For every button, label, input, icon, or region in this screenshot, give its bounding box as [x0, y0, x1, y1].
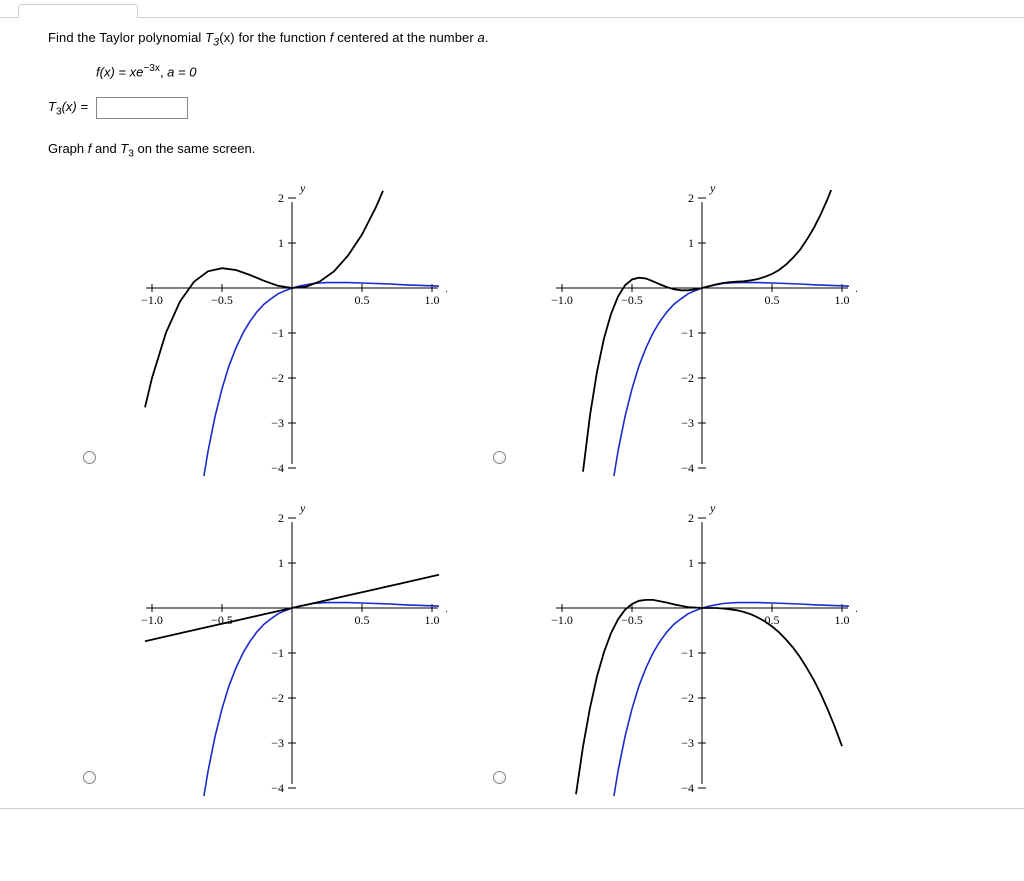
svg-text:−3: −3: [681, 736, 694, 750]
svg-text:y: y: [709, 181, 716, 195]
svg-text:0.5: 0.5: [355, 293, 370, 307]
svg-text:−1.0: −1.0: [551, 613, 573, 627]
fn-cond: a = 0: [167, 64, 196, 79]
svg-text:y: y: [299, 181, 306, 195]
svg-text:1: 1: [278, 236, 284, 250]
svg-text:−4: −4: [681, 461, 694, 475]
chart-cell-3: −1.0−0.50.51.0−4−3−2−112xy: [78, 488, 478, 798]
option-radio-2[interactable]: [493, 451, 506, 464]
fn-exp: −3x: [143, 63, 160, 74]
answer-input[interactable]: [96, 97, 188, 119]
svg-text:0.5: 0.5: [765, 613, 780, 627]
chart-cell-4: −1.0 −0.5 0.5 1.0 −4 −3 −2 −1 1 2 x y: [488, 488, 888, 798]
prompt-part-c: centered at the number: [337, 30, 477, 45]
svg-text:1: 1: [688, 556, 694, 570]
prompt-a: a: [478, 30, 485, 45]
answer-T: T: [48, 99, 56, 114]
tab-stub: [18, 4, 138, 18]
gp-f: f: [88, 141, 95, 156]
content-area: Find the Taylor polynomial T3(x) for the…: [0, 30, 1024, 798]
svg-text:1.0: 1.0: [425, 613, 440, 627]
function-definition: f(x) = xe−3x, a = 0: [96, 63, 1024, 79]
chart-2: −1.0 −0.5 0.5 1.0 −4 −3 −2 −1 1 2 x y: [517, 178, 857, 478]
prompt-T: T: [205, 30, 213, 45]
prompt-part-b: (x) for the function: [219, 30, 329, 45]
svg-text:−2: −2: [681, 691, 694, 705]
top-divider: [0, 10, 1024, 18]
svg-text:y: y: [299, 501, 306, 515]
chart-3: −1.0−0.50.51.0−4−3−2−112xy: [107, 498, 447, 798]
svg-text:−3: −3: [271, 736, 284, 750]
svg-text:2: 2: [278, 191, 284, 205]
svg-text:1.0: 1.0: [425, 293, 440, 307]
svg-text:x: x: [855, 601, 857, 615]
svg-text:−3: −3: [271, 416, 284, 430]
svg-text:2: 2: [278, 511, 284, 525]
svg-text:0.5: 0.5: [355, 613, 370, 627]
prompt-text: Find the Taylor polynomial T3(x) for the…: [48, 30, 1024, 49]
svg-text:1.0: 1.0: [835, 613, 850, 627]
question-page: Find the Taylor polynomial T3(x) for the…: [0, 0, 1024, 809]
chart-4: −1.0 −0.5 0.5 1.0 −4 −3 −2 −1 1 2 x y: [517, 498, 857, 798]
svg-text:y: y: [709, 501, 716, 515]
svg-text:−3: −3: [681, 416, 694, 430]
answer-row: T3(x) =: [48, 97, 1024, 119]
svg-text:−2: −2: [271, 691, 284, 705]
svg-text:−0.5: −0.5: [211, 293, 233, 307]
gp-a: Graph: [48, 141, 88, 156]
svg-text:−4: −4: [271, 461, 284, 475]
svg-text:−1: −1: [271, 646, 284, 660]
answer-label: T3(x) =: [48, 99, 88, 118]
svg-text:2: 2: [688, 511, 694, 525]
chart-1: −1.0 −0.5 0.5 1.0 −4 −3 −2 −1 1 2 x y: [107, 178, 447, 478]
chart-cell-1: −1.0 −0.5 0.5 1.0 −4 −3 −2 −1 1 2 x y: [78, 168, 478, 478]
svg-text:x: x: [445, 281, 447, 295]
svg-text:−2: −2: [271, 371, 284, 385]
fn-lhs: f(x) = xe: [96, 64, 143, 79]
svg-text:−1: −1: [271, 326, 284, 340]
svg-text:−1.0: −1.0: [141, 613, 163, 627]
svg-text:−0.5: −0.5: [621, 293, 643, 307]
gp-c: on the same screen.: [134, 141, 255, 156]
chart-cell-2: −1.0 −0.5 0.5 1.0 −4 −3 −2 −1 1 2 x y: [488, 168, 888, 478]
option-radio-4[interactable]: [493, 771, 506, 784]
chart-grid: −1.0 −0.5 0.5 1.0 −4 −3 −2 −1 1 2 x y −1.0 −0.5 0.5 1.…: [78, 168, 1024, 798]
option-radio-3[interactable]: [83, 771, 96, 784]
svg-text:−0.5: −0.5: [621, 613, 643, 627]
option-radio-1[interactable]: [83, 451, 96, 464]
answer-x: (x) =: [62, 99, 88, 114]
svg-text:1.0: 1.0: [835, 293, 850, 307]
svg-text:x: x: [855, 281, 857, 295]
gp-b: and: [95, 141, 120, 156]
prompt-part-a: Find the Taylor polynomial: [48, 30, 205, 45]
svg-text:0.5: 0.5: [765, 293, 780, 307]
bottom-divider: [0, 808, 1024, 809]
svg-text:−1: −1: [681, 646, 694, 660]
svg-text:−1: −1: [681, 326, 694, 340]
svg-text:1: 1: [688, 236, 694, 250]
svg-text:1: 1: [278, 556, 284, 570]
svg-text:−4: −4: [681, 781, 694, 795]
svg-text:2: 2: [688, 191, 694, 205]
graph-prompt: Graph f and T3 on the same screen.: [48, 141, 1024, 160]
svg-text:−4: −4: [271, 781, 284, 795]
svg-text:−2: −2: [681, 371, 694, 385]
svg-text:−1.0: −1.0: [551, 293, 573, 307]
svg-text:x: x: [445, 601, 447, 615]
svg-text:−1.0: −1.0: [141, 293, 163, 307]
prompt-part-d: .: [485, 30, 489, 45]
